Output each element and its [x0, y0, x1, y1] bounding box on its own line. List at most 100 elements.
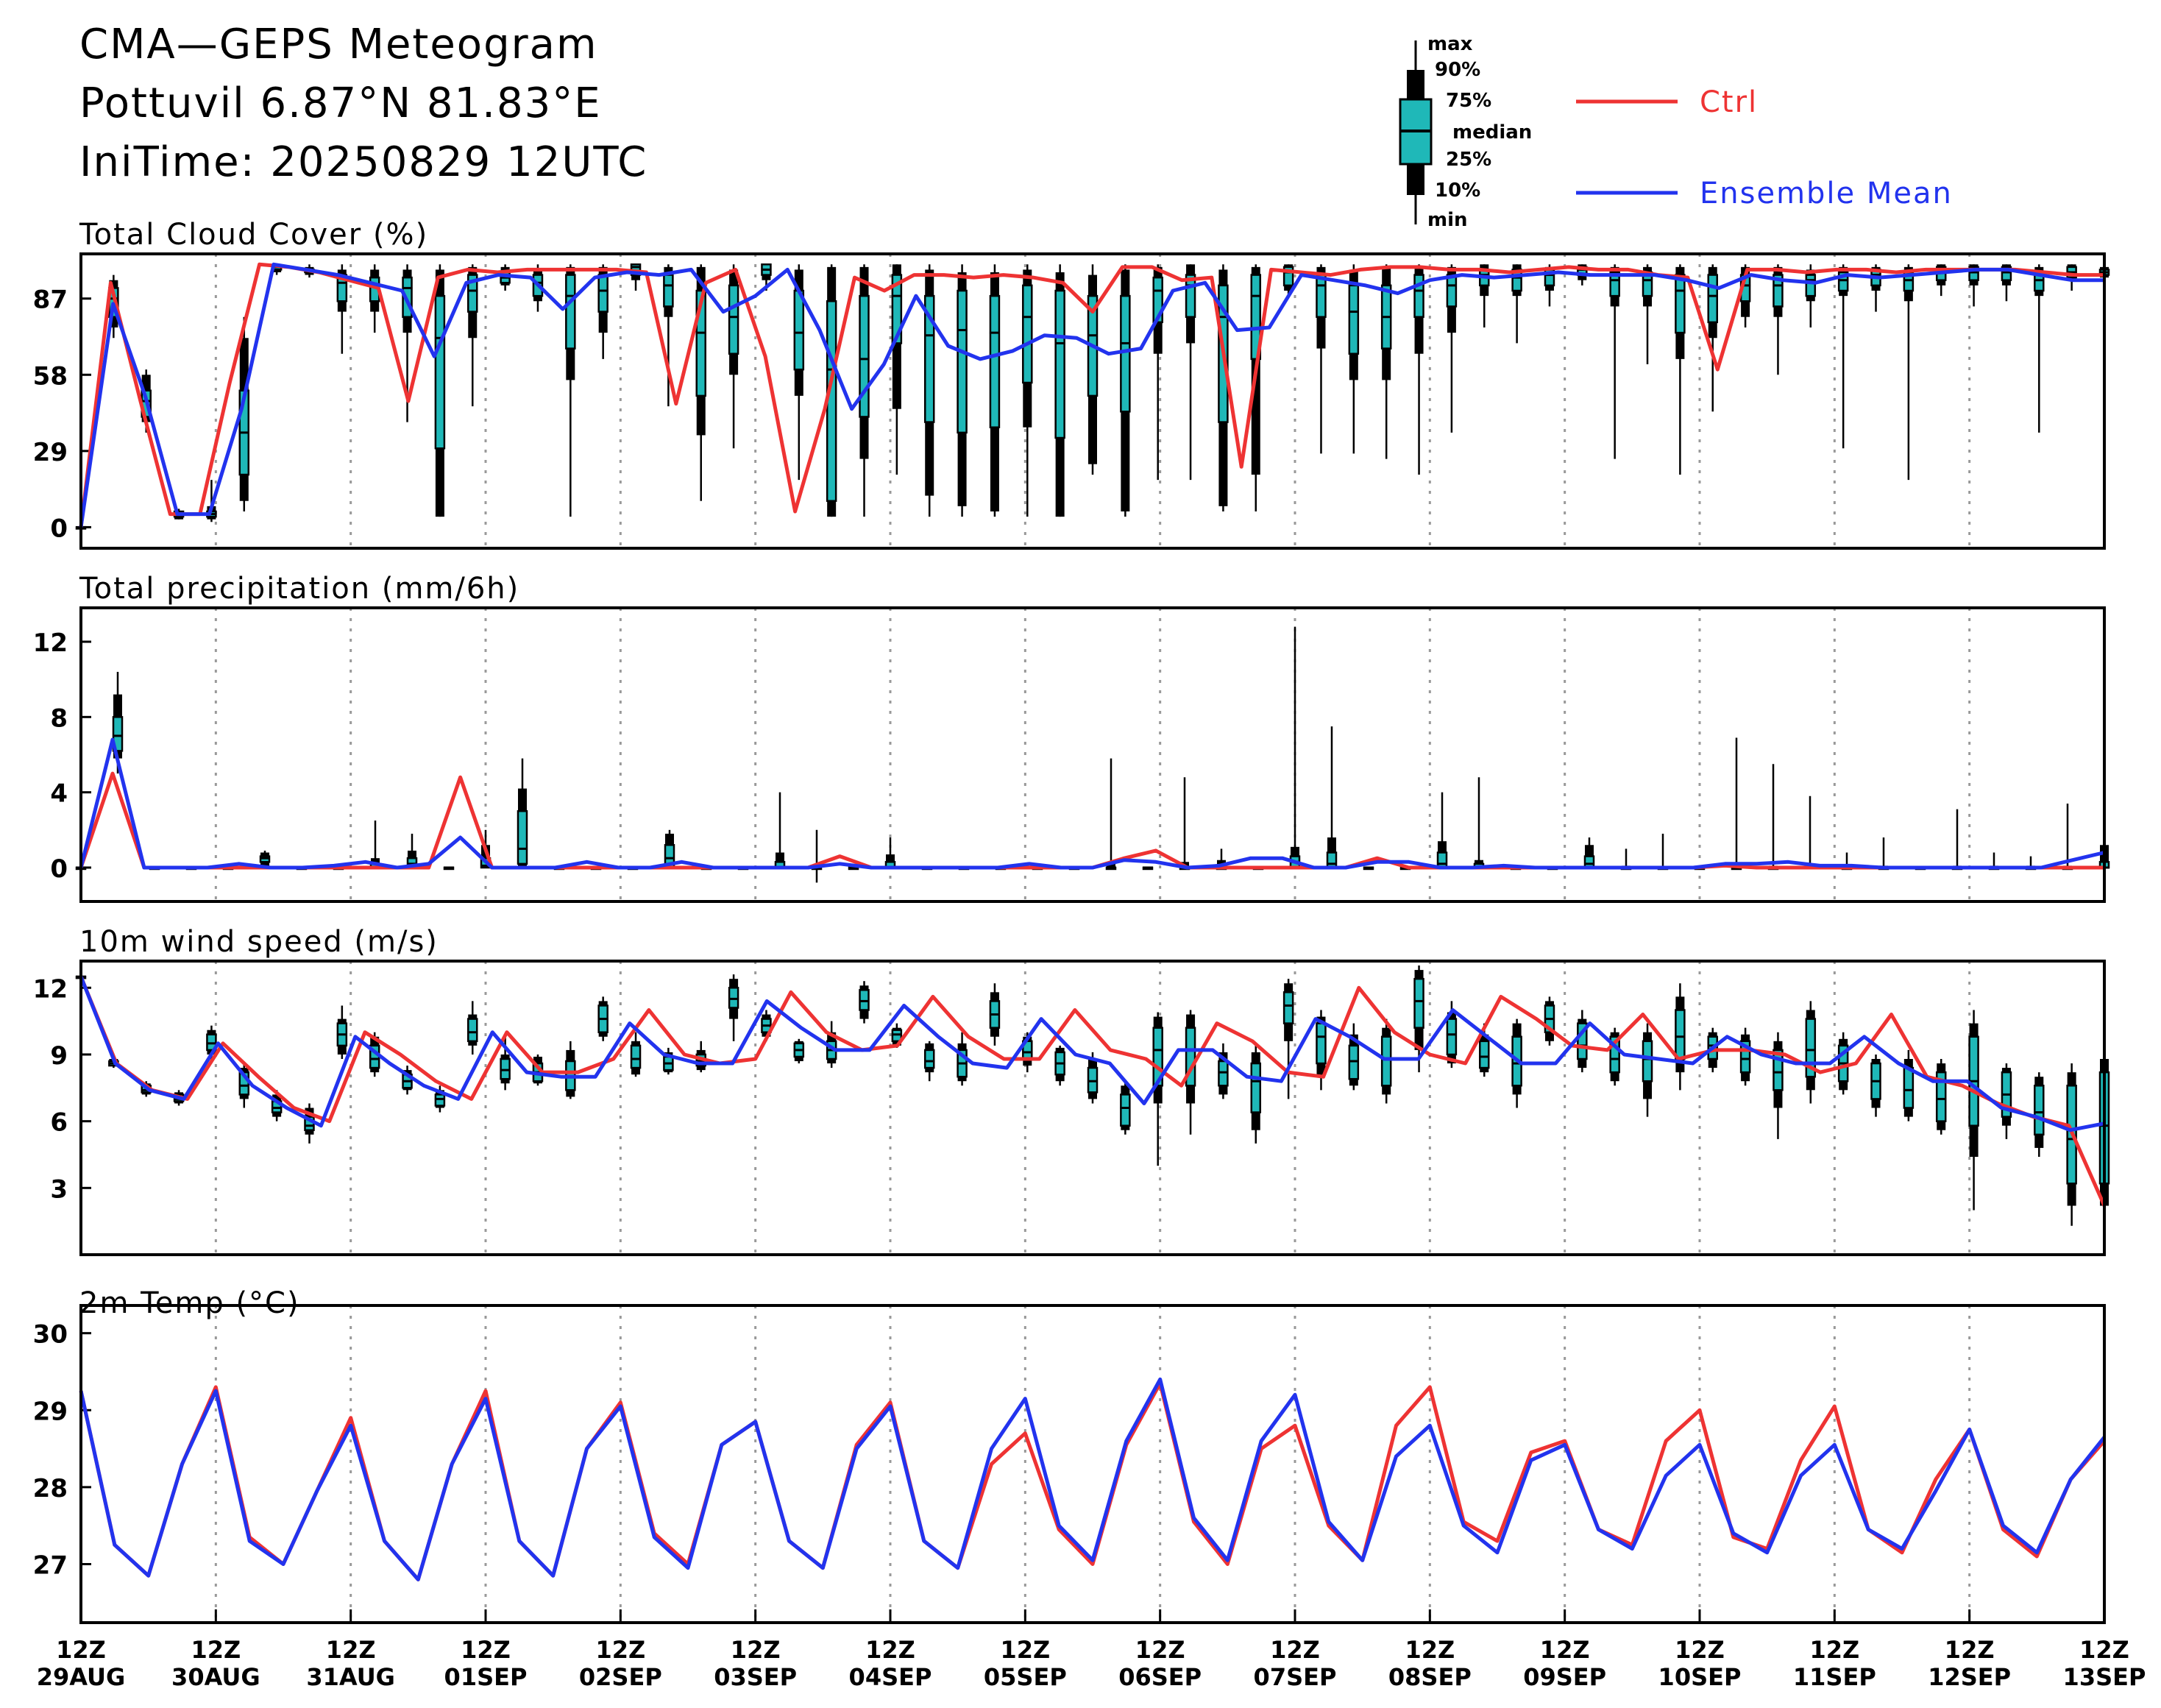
- ensemble-box: [630, 263, 642, 291]
- inner-box: [923, 1049, 935, 1069]
- inner-box: [957, 289, 968, 434]
- ensemble-box: [1316, 264, 1327, 454]
- ensemble-box: [1583, 837, 1595, 869]
- ensemble-box: [434, 1085, 446, 1113]
- inner-box: [923, 294, 935, 423]
- x-tick-label-hour: 12Z: [56, 1636, 106, 1664]
- inner-box: [2034, 1085, 2045, 1136]
- inner-box: [1675, 274, 1686, 334]
- inner-box: [1218, 1060, 1229, 1087]
- x-tick-label-hour: 12Z: [1675, 1636, 1725, 1664]
- ensemble-box: [1250, 1045, 1262, 1144]
- ensemble-box: [1348, 264, 1360, 454]
- x-tick-label-hour: 12Z: [1945, 1636, 1995, 1664]
- ensemble-box: [467, 1001, 478, 1055]
- inner-box: [1805, 274, 1817, 297]
- ensemble-box: [597, 264, 608, 359]
- ensemble-box: [1805, 1001, 1817, 1104]
- ensemble-box: [1805, 264, 1817, 327]
- inner-box: [728, 987, 739, 1009]
- ensemble-box: [597, 996, 608, 1041]
- ensemble-box: [1544, 996, 1555, 1046]
- x-tick-label-date: 13SEP: [2063, 1663, 2146, 1691]
- ensemble-box: [1935, 1059, 1947, 1135]
- x-tick-label-date: 03SEP: [714, 1663, 797, 1691]
- ensemble-box: [663, 1047, 674, 1075]
- ensemble-box: [884, 837, 896, 869]
- inner-box: [1413, 977, 1424, 1029]
- ensemble-box: [1348, 1023, 1360, 1091]
- ensemble-box: [1731, 737, 1742, 871]
- ctrl-line: [79, 976, 2107, 1207]
- inner-box: [1316, 1022, 1327, 1065]
- legend-box-label: max: [1427, 33, 1473, 55]
- x-tick-label-hour: 12Z: [731, 1636, 781, 1664]
- x-tick-label-hour: 12Z: [595, 1636, 645, 1664]
- x-tick-label-date: 04SEP: [849, 1663, 932, 1691]
- ensemble-box: [923, 264, 935, 517]
- inner-box: [1707, 274, 1718, 324]
- inner-box: [112, 716, 124, 752]
- ensemble-box: [434, 264, 446, 517]
- ensemble-box: [500, 1036, 511, 1091]
- ensemble-box: [663, 264, 674, 407]
- x-tick-label-hour: 12Z: [865, 1636, 915, 1664]
- inner-box: [989, 294, 1001, 428]
- ensemble-box: [369, 264, 380, 333]
- y-tick-label: 12: [33, 628, 68, 658]
- x-tick-label-hour: 12Z: [2079, 1636, 2129, 1664]
- panel-frame: [79, 252, 2106, 550]
- ensemble-box: [2034, 1072, 2045, 1157]
- panel-frame: [79, 1304, 2106, 1624]
- inner-box: [1316, 274, 1327, 318]
- y-tick-label: 9: [50, 1041, 68, 1071]
- panel-1: Total Cloud Cover (%) 0 29 58 87: [33, 218, 2110, 550]
- ensemble-box: [2001, 1063, 2012, 1139]
- inner-box: [597, 274, 608, 313]
- ensemble-box: [1380, 264, 1392, 459]
- ensemble-box: [1675, 983, 1686, 1091]
- ensemble-box: [1054, 264, 1065, 517]
- x-tick-label-date: 09SEP: [1523, 1663, 1606, 1691]
- ctrl-line: [79, 771, 2104, 870]
- ensemble-box: [467, 264, 478, 407]
- x-tick-label-date: 06SEP: [1118, 1663, 1202, 1691]
- ensemble-box: [1363, 866, 1374, 871]
- y-tick-label: 27: [33, 1551, 68, 1580]
- ensemble-box: [891, 264, 903, 475]
- ensemble-box: [1087, 1052, 1099, 1104]
- legend-box-label: median: [1452, 121, 1532, 143]
- ensemble-box: [1675, 264, 1686, 475]
- x-axis: 12Z29AUG12Z30AUG12Z31AUG12Z01SEP12Z02SEP…: [37, 1609, 2146, 1691]
- legend-box-label: 10%: [1435, 180, 1480, 202]
- x-tick-label-hour: 12Z: [191, 1636, 241, 1664]
- ensemble-box: [517, 758, 528, 868]
- y-tick-label: 12: [33, 974, 68, 1004]
- panel-frame: [79, 960, 2106, 1256]
- inner-box: [1087, 1066, 1099, 1094]
- inner-box: [434, 294, 446, 450]
- inner-box: [517, 809, 528, 865]
- y-tick-label: 0: [50, 514, 68, 543]
- inner-box: [663, 274, 674, 308]
- ensemble-box: [112, 671, 124, 774]
- ensemble-box: [774, 792, 786, 869]
- legend-mean-label: Ensemble Mean: [1700, 177, 1953, 210]
- ensemble-box: [1152, 264, 1163, 481]
- ctrl-line: [79, 262, 2104, 528]
- x-tick-label-hour: 12Z: [1000, 1636, 1050, 1664]
- outer-box: [1107, 863, 1115, 868]
- inner-box: [1773, 1049, 1784, 1091]
- inner-box: [630, 1044, 642, 1069]
- ensemble-box: [336, 1005, 348, 1059]
- ensemble-box: [1642, 264, 1653, 364]
- ensemble-box: [1054, 1045, 1065, 1086]
- panel-title: 10m wind speed (m/s): [79, 925, 439, 959]
- panel-4: 2m Temp (°C) 27 28 29 30: [33, 1286, 2106, 1624]
- y-tick-label: 6: [50, 1108, 68, 1138]
- ensemble-box: [1767, 764, 1779, 871]
- y-tick-label: 3: [50, 1174, 68, 1204]
- ensemble-box: [1657, 833, 1669, 871]
- ensemble-box: [1105, 758, 1117, 871]
